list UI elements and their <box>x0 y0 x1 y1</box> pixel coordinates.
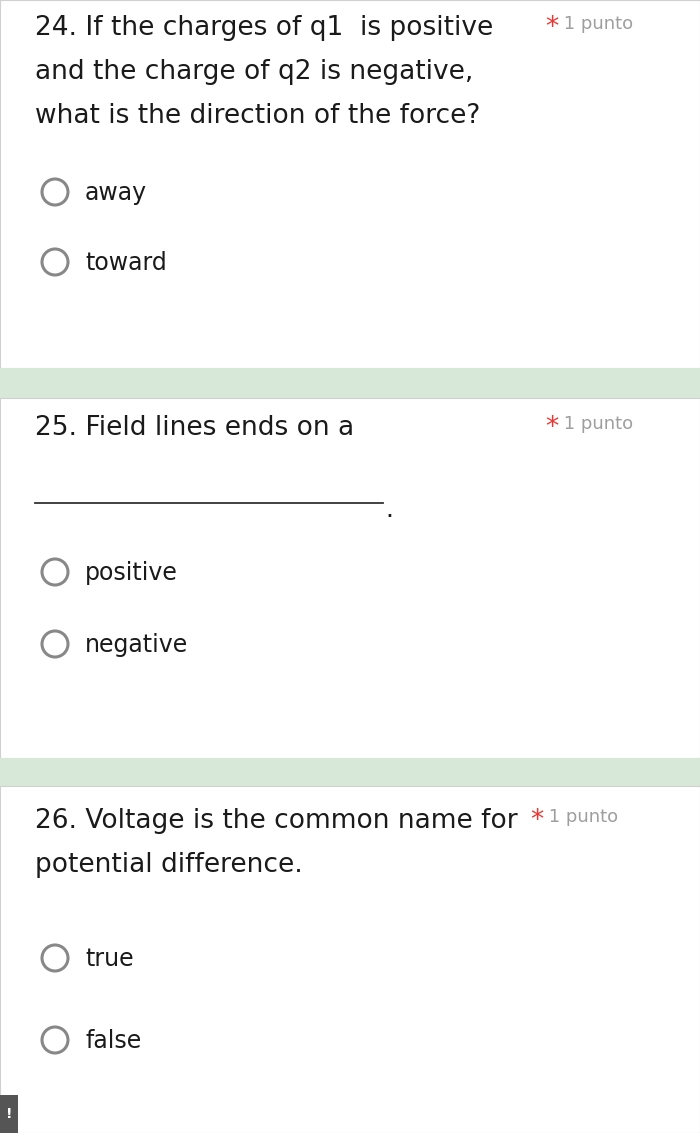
Text: toward: toward <box>85 252 167 275</box>
Text: true: true <box>85 947 134 971</box>
Text: 25. Field lines ends on a: 25. Field lines ends on a <box>35 415 354 441</box>
Text: 26. Voltage is the common name for: 26. Voltage is the common name for <box>35 808 517 834</box>
Text: 24. If the charges of q1  is positive: 24. If the charges of q1 is positive <box>35 15 493 41</box>
FancyBboxPatch shape <box>0 398 700 758</box>
Text: away: away <box>85 181 147 205</box>
Text: 1 punto: 1 punto <box>558 15 633 33</box>
Text: *: * <box>545 15 559 41</box>
FancyBboxPatch shape <box>0 1094 18 1133</box>
Text: *: * <box>545 415 559 441</box>
Text: and the charge of q2 is negative,: and the charge of q2 is negative, <box>35 59 473 85</box>
Text: *: * <box>530 808 543 834</box>
Text: false: false <box>85 1029 141 1053</box>
Text: negative: negative <box>85 633 188 657</box>
FancyBboxPatch shape <box>0 758 700 786</box>
Text: positive: positive <box>85 561 178 585</box>
Text: potential difference.: potential difference. <box>35 852 302 878</box>
Text: .: . <box>385 499 393 522</box>
Text: !: ! <box>6 1107 13 1121</box>
FancyBboxPatch shape <box>0 786 700 1133</box>
Text: what is the direction of the force?: what is the direction of the force? <box>35 103 480 129</box>
FancyBboxPatch shape <box>0 368 700 398</box>
FancyBboxPatch shape <box>0 0 700 368</box>
Text: 1 punto: 1 punto <box>558 415 633 433</box>
Text: 1 punto: 1 punto <box>543 808 618 826</box>
